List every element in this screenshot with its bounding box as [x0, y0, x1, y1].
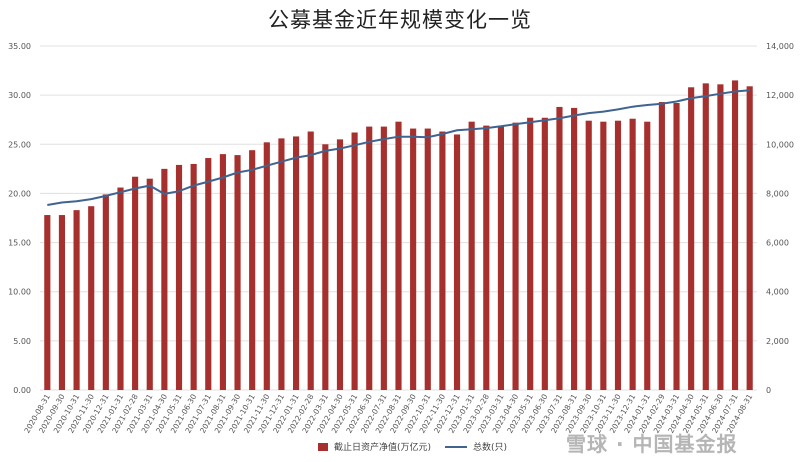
- bar: [44, 215, 51, 390]
- bar: [307, 131, 314, 390]
- bar: [366, 126, 373, 390]
- left-tick-label: 20.00: [8, 189, 31, 198]
- bar: [453, 134, 461, 390]
- left-tick-label: 35.00: [8, 42, 31, 51]
- bar: [410, 128, 417, 390]
- bar: [190, 163, 197, 390]
- bar: [571, 107, 578, 391]
- bar: [468, 121, 475, 391]
- bar: [395, 121, 402, 391]
- right-tick-label: 4,000: [766, 288, 789, 297]
- bar: [702, 83, 709, 390]
- left-tick-label: 30.00: [8, 91, 31, 100]
- bar: [600, 121, 607, 391]
- chart-title: 公募基金近年规模变化一览: [268, 8, 532, 32]
- bar: [731, 80, 739, 391]
- bar: [117, 187, 124, 390]
- bar: [483, 125, 490, 391]
- bar: [424, 128, 431, 390]
- watermark: 雪球 · 中国基金报: [566, 432, 738, 456]
- bar: [746, 86, 753, 390]
- bar: [658, 102, 665, 390]
- bar: [541, 117, 548, 391]
- bar: [205, 158, 212, 390]
- bar: [146, 178, 153, 390]
- bar: [497, 125, 505, 391]
- left-tick-label: 10.00: [8, 288, 31, 297]
- right-tick-label: 12,000: [766, 91, 794, 100]
- bar: [322, 144, 329, 390]
- left-axis-ticks: 0.00 5.00 10.00 15.00 20.00 25.00 30.00 35.00: [8, 42, 31, 395]
- bar: [556, 106, 563, 391]
- line-series: [47, 89, 750, 206]
- right-tick-label: 14,000: [766, 42, 794, 51]
- right-tick-label: 10,000: [766, 140, 794, 149]
- bar: [585, 120, 592, 390]
- bar: [614, 120, 622, 390]
- left-tick-label: 15.00: [8, 239, 31, 248]
- bar-series: [44, 80, 753, 391]
- right-tick-label: 0: [766, 386, 771, 395]
- bar: [58, 215, 66, 390]
- legend: 截止日资产净值(万亿元) 总数(只): [318, 440, 507, 453]
- right-axis-ticks: 0 2,000 4,000 6,000 8,000 10,000 12,000 14,000: [766, 42, 794, 395]
- bar: [73, 210, 80, 390]
- bar: [102, 194, 109, 390]
- bar: [688, 87, 695, 390]
- total-count-line: [47, 89, 750, 206]
- left-tick-label: 5.00: [13, 337, 31, 346]
- legend-line-swatch-icon: [445, 445, 468, 448]
- right-tick-label: 6,000: [766, 239, 789, 248]
- bar: [629, 118, 636, 390]
- bar: [132, 176, 139, 390]
- left-tick-label: 0.00: [13, 386, 31, 395]
- bar: [263, 142, 270, 390]
- legend-bar-label: 截止日资产净值(万亿元): [334, 443, 432, 453]
- bar: [717, 84, 724, 391]
- right-tick-label: 2,000: [766, 337, 789, 346]
- bar: [439, 131, 446, 390]
- bar: [219, 154, 226, 390]
- bar: [644, 121, 651, 391]
- bar: [278, 138, 285, 390]
- bar: [88, 206, 95, 390]
- bar: [512, 122, 519, 391]
- bar: [673, 103, 680, 391]
- bar: [175, 164, 183, 390]
- bar: [527, 117, 534, 391]
- right-tick-label: 8,000: [766, 189, 789, 198]
- bar: [161, 168, 168, 390]
- legend-line-label: 总数(只): [473, 443, 508, 453]
- bar: [380, 126, 387, 390]
- bar: [292, 136, 300, 390]
- bar: [336, 139, 344, 390]
- bar: [249, 150, 256, 390]
- left-tick-label: 25.00: [8, 140, 31, 149]
- bar: [351, 132, 358, 390]
- bar: [234, 155, 241, 390]
- legend-bar-swatch-icon: [318, 442, 328, 451]
